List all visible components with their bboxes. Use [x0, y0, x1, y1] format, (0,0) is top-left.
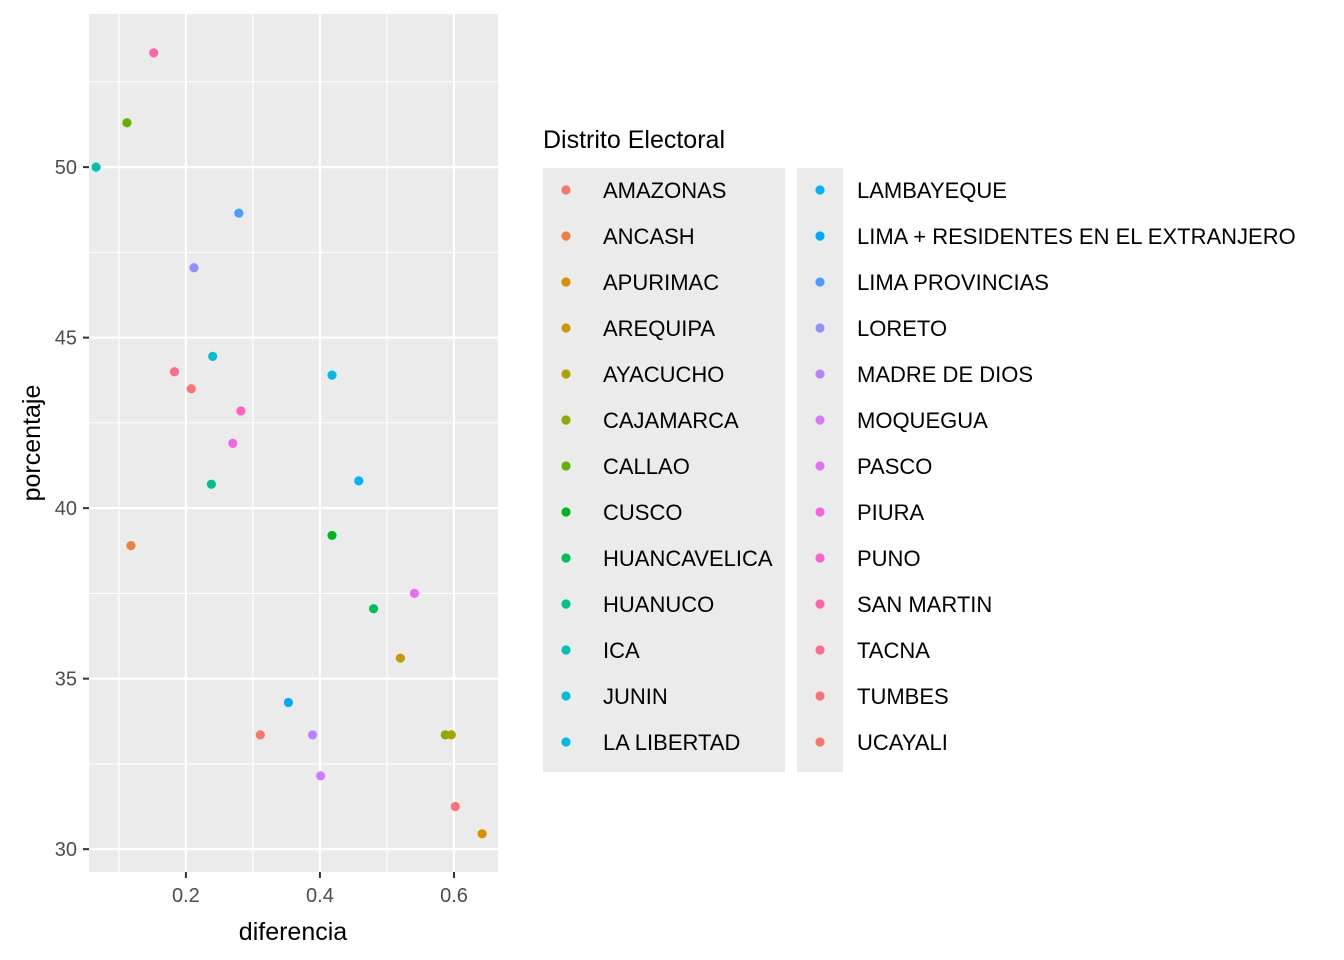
plot-panel [89, 14, 498, 872]
legend-label: LA LIBERTAD [603, 730, 740, 755]
legend-key [815, 553, 825, 563]
data-point [91, 162, 101, 172]
x-tick-label: 0.4 [306, 885, 334, 907]
data-point [316, 771, 326, 781]
data-point [450, 801, 460, 812]
legend-label: APURIMAC [603, 270, 719, 295]
y-axis: 30 35 40 45 50 [55, 157, 89, 861]
legend-label: CAJAMARCA [603, 408, 739, 433]
legend-label: CUSCO [603, 500, 682, 525]
legend-key [815, 737, 825, 747]
legend-key [561, 461, 571, 471]
legend-label: JUNIN [603, 684, 668, 709]
legend-label: MOQUEGUA [857, 408, 988, 433]
legend-key [815, 645, 825, 655]
data-points [91, 48, 487, 839]
legend-label: TACNA [857, 638, 930, 663]
legend-key [561, 369, 571, 379]
legend-key [815, 185, 825, 195]
legend-label: PIURA [857, 500, 925, 525]
data-point [228, 438, 238, 448]
major-gridlines [89, 14, 498, 872]
legend-label: HUANUCO [603, 592, 714, 617]
legend-label: TUMBES [857, 684, 949, 709]
data-point [149, 48, 159, 58]
legend-key [561, 553, 571, 563]
legend-key [815, 507, 825, 517]
data-point [206, 479, 216, 489]
data-point [327, 370, 337, 380]
minor-gridlines [89, 14, 498, 872]
legend-key [815, 231, 825, 241]
data-point [327, 530, 337, 541]
y-tick-label: 30 [55, 839, 77, 861]
legend-key [561, 691, 571, 701]
data-point [368, 604, 379, 614]
legend: Distrito Electoral AMAZONAS ANCASH APURIMA… [543, 126, 1296, 772]
legend-label: AYACUCHO [603, 362, 724, 387]
legend-label: UCAYALI [857, 730, 948, 755]
data-point [477, 829, 487, 839]
x-axis-title: diferencia [239, 918, 347, 946]
legend-label: HUANCAVELICA [603, 546, 773, 571]
y-tick-label: 50 [55, 157, 77, 179]
x-tick-label: 0.6 [440, 885, 468, 907]
data-point [189, 263, 199, 273]
legend-label: PUNO [857, 546, 921, 571]
legend-label: SAN MARTIN [857, 592, 992, 617]
y-tick-label: 45 [55, 328, 77, 350]
data-point [126, 541, 136, 551]
legend-key [561, 645, 571, 655]
legend-label: LIMA + RESIDENTES EN EL EXTRANJERO [857, 224, 1296, 249]
legend-key [815, 369, 825, 379]
data-point [354, 476, 364, 486]
legend-title: Distrito Electoral [543, 126, 725, 154]
legend-label: ANCASH [603, 224, 695, 249]
legend-key-background [543, 168, 785, 772]
y-tick-label: 35 [55, 669, 77, 691]
data-point [409, 588, 420, 598]
data-point [395, 653, 405, 663]
legend-key [815, 415, 825, 425]
x-tick-label: 0.2 [172, 885, 200, 907]
data-point [440, 730, 450, 740]
data-point [255, 730, 265, 740]
legend-key [561, 599, 571, 609]
y-tick-label: 40 [55, 498, 77, 520]
legend-label: AREQUIPA [603, 316, 715, 341]
legend-key [815, 599, 825, 609]
data-point [208, 351, 218, 361]
data-point [234, 208, 244, 218]
data-point [186, 384, 196, 394]
legend-label: LORETO [857, 316, 947, 341]
legend-label: PASCO [857, 454, 932, 479]
data-point [307, 730, 318, 740]
legend-key [561, 231, 571, 241]
data-point [283, 697, 294, 708]
data-point [122, 118, 132, 128]
data-point [169, 367, 180, 377]
legend-label: MADRE DE DIOS [857, 362, 1033, 387]
legend-key [561, 277, 571, 287]
legend-key [561, 507, 571, 517]
legend-key [815, 323, 825, 333]
legend-key [561, 415, 571, 425]
legend-key [561, 737, 571, 747]
legend-key [561, 185, 571, 195]
legend-label: CALLAO [603, 454, 690, 479]
legend-label: LAMBAYEQUE [857, 178, 1007, 203]
legend-key [561, 323, 571, 333]
legend-label: LIMA PROVINCIAS [857, 270, 1049, 295]
legend-key [815, 277, 825, 287]
data-point [236, 406, 246, 416]
x-axis: 0.2 0.4 0.6 [172, 872, 468, 907]
legend-key [815, 461, 825, 471]
legend-key [815, 691, 825, 701]
y-axis-title: porcentaje [18, 385, 46, 502]
legend-label: ICA [603, 638, 640, 663]
legend-label: AMAZONAS [603, 178, 726, 203]
